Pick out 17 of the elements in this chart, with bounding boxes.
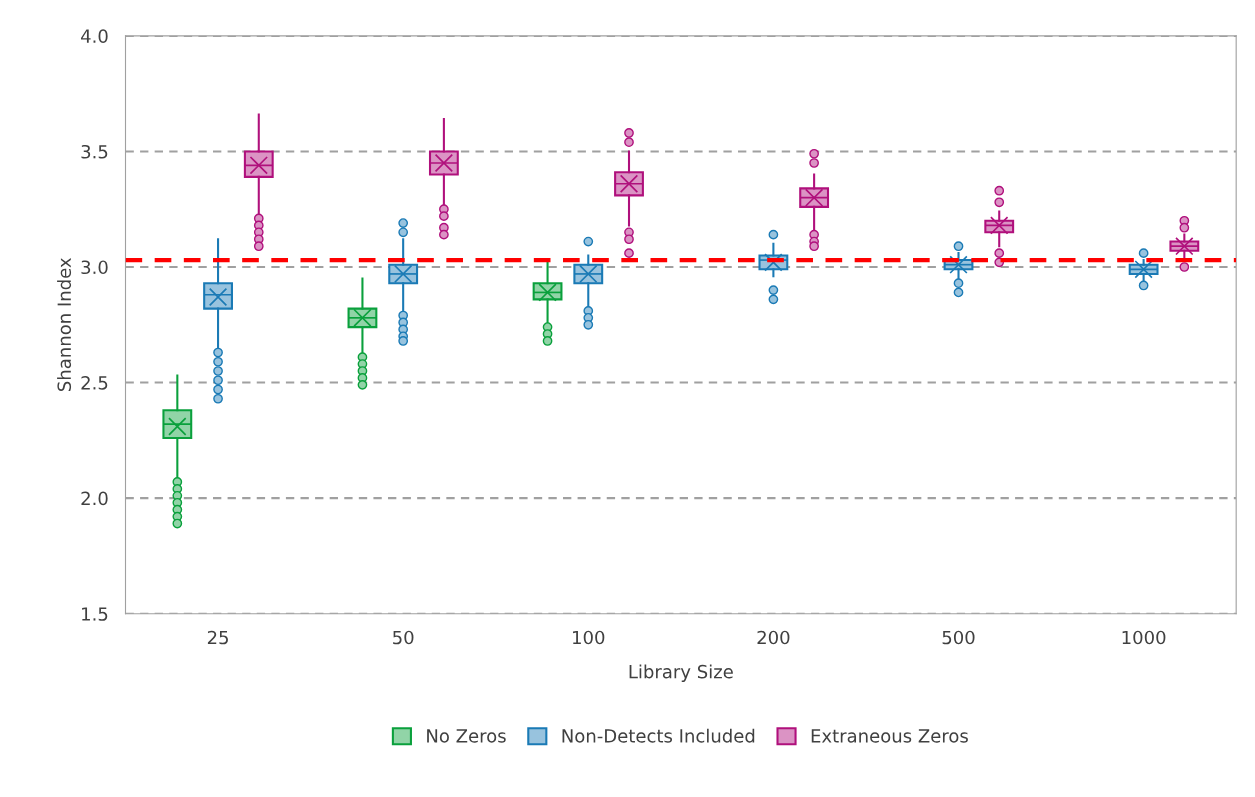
x-tick-label: 50 [393, 630, 414, 645]
x-tick-label: 200 [757, 630, 790, 645]
legend-label: Extraneous Zeros [811, 729, 968, 743]
y-tick-label: 4.0 [81, 29, 108, 43]
y-axis-title: Shannon Index [57, 257, 72, 391]
legend-label: Non-Detects Included [562, 728, 755, 743]
x-tick-label: 500 [942, 630, 975, 645]
y-tick-label: 1.5 [82, 607, 108, 621]
legend-label: No Zeros [427, 729, 506, 743]
y-tick-label: 3.0 [81, 260, 108, 275]
x-axis-title: Library Size [629, 664, 733, 682]
y-tick-label: 2.0 [81, 491, 108, 506]
y-tick-label: 3.5 [81, 144, 108, 159]
x-tick-label: 1000 [1122, 630, 1166, 645]
x-tick-label: 100 [573, 630, 605, 645]
y-tick-label: 2.5 [81, 376, 108, 390]
x-tick-label: 25 [207, 630, 228, 645]
